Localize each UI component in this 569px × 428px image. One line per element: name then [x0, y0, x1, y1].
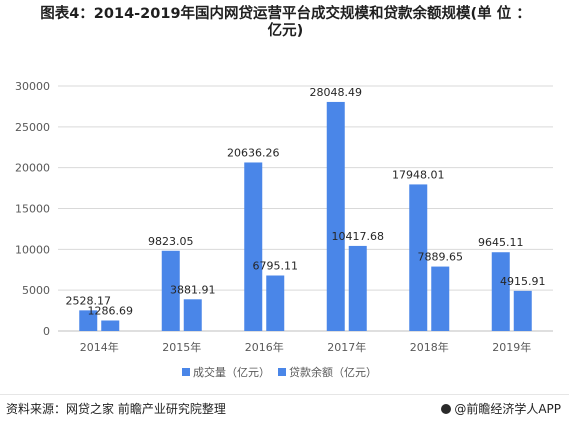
bar-balance — [101, 320, 120, 331]
bar-balance — [183, 299, 202, 331]
x-tick-label: 2016年 — [245, 340, 284, 354]
data-label: 6795.11 — [253, 260, 299, 273]
bar-volume — [326, 101, 345, 331]
y-tick-label: 20000 — [15, 162, 50, 175]
y-tick-label: 25000 — [15, 121, 50, 134]
data-label: 3881.91 — [170, 283, 216, 296]
bar-volume — [409, 184, 428, 331]
y-tick-label: 0 — [43, 325, 50, 338]
bar-volume — [79, 310, 98, 331]
data-label: 7889.65 — [418, 251, 464, 264]
y-tick-label: 30000 — [15, 80, 50, 93]
brand-text: @前瞻经济学人APP — [454, 402, 561, 416]
data-label: 2528.17 — [66, 294, 112, 307]
chart-title-line2: 亿元) — [267, 23, 304, 39]
data-label: 1286.69 — [88, 304, 134, 317]
source-note: 资料来源：网贷之家 前瞻产业研究院整理 — [6, 402, 226, 416]
bar-balance — [348, 245, 367, 331]
chart-title-line1: 图表4：2014-2019年国内网贷运营平台成交规模和贷款余额规模(单 位 ： — [40, 6, 531, 22]
data-label: 4915.91 — [500, 275, 546, 288]
x-tick-label: 2014年 — [80, 340, 119, 354]
bar-volume — [161, 250, 180, 331]
legend-label: 贷款余额（亿元） — [289, 365, 377, 379]
chart-area: 0 5000 10000 15000 20000 25000 30000 2528.17128… — [15, 80, 553, 379]
x-tick-label: 2017年 — [327, 340, 366, 354]
y-tick-label: 5000 — [22, 284, 50, 297]
legend-swatch — [182, 368, 190, 376]
legend-label: 成交量（亿元） — [193, 365, 270, 379]
data-label: 10417.68 — [332, 230, 385, 243]
data-label: 28048.49 — [310, 86, 363, 99]
brand-credit: @前瞻经济学人APP — [441, 400, 561, 417]
bar-volume — [491, 252, 510, 331]
y-tick-label: 15000 — [15, 203, 50, 216]
x-tick-label: 2015年 — [162, 340, 201, 354]
chart-title: 图表4：2014-2019年国内网贷运营平台成交规模和贷款余额规模(单 位 ： … — [8, 6, 563, 40]
x-tick-label: 2019年 — [492, 340, 531, 354]
data-label: 9823.05 — [148, 235, 194, 248]
legend-swatch — [278, 368, 286, 376]
x-tick-label: 2018年 — [410, 340, 449, 354]
data-label: 17948.01 — [392, 168, 445, 181]
bar-balance — [266, 275, 285, 331]
bar-balance — [431, 266, 450, 331]
bar-balance — [513, 290, 532, 331]
footer: 资料来源：网贷之家 前瞻产业研究院整理 @前瞻经济学人APP — [0, 398, 569, 422]
brand-logo-icon — [441, 404, 452, 414]
bar-volume — [244, 162, 263, 331]
footer-divider — [0, 394, 569, 395]
y-tick-label: 10000 — [15, 243, 50, 256]
data-label: 20636.26 — [227, 146, 280, 159]
data-label: 9645.11 — [478, 236, 524, 249]
